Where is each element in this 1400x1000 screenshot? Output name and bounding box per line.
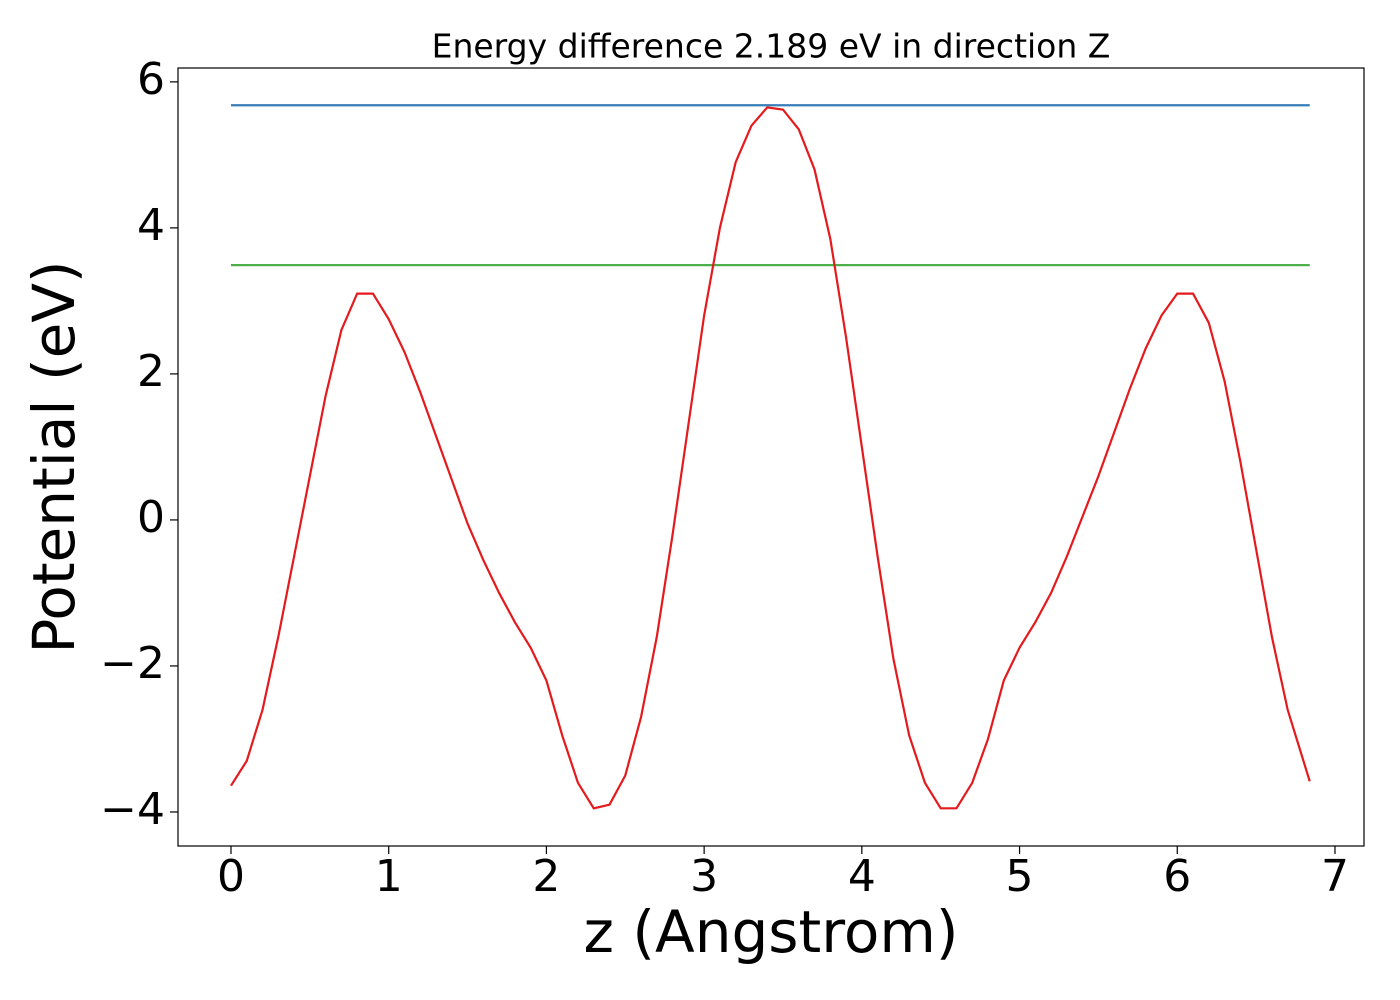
x-tick-label: 6 <box>1163 851 1191 902</box>
chart-title: Energy difference 2.189 eV in direction … <box>432 27 1111 66</box>
x-tick-label: 5 <box>1006 851 1034 902</box>
x-tick-label: 3 <box>690 851 718 902</box>
x-tick-label: 1 <box>375 851 403 902</box>
x-tick-label: 2 <box>532 851 560 902</box>
y-tick-label: 4 <box>137 200 165 251</box>
y-tick-label: −2 <box>100 638 165 689</box>
y-tick-label: 0 <box>137 492 165 543</box>
y-axis-label: Potential (eV) <box>20 260 88 653</box>
x-tick-label: 0 <box>217 851 245 902</box>
x-axis-label: z (Angstrom) <box>584 898 959 966</box>
x-tick-label: 7 <box>1321 851 1349 902</box>
line-series <box>230 106 1311 810</box>
y-tick-label: 2 <box>137 346 165 397</box>
y-tick-label: 6 <box>137 54 165 105</box>
x-tick-label: 4 <box>848 851 876 902</box>
y-tick-label: −4 <box>100 784 165 835</box>
plot-frame <box>177 67 1365 847</box>
